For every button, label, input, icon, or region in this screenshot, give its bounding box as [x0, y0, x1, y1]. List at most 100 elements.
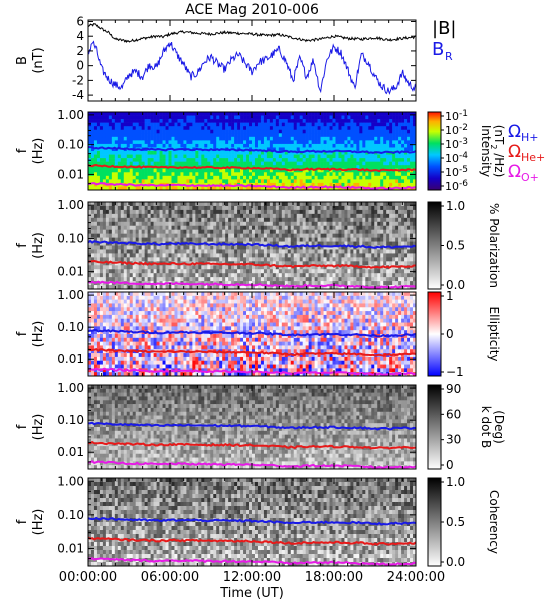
heatmap-cell	[171, 269, 175, 274]
heatmap-cell	[88, 257, 92, 262]
heatmap-cell	[284, 245, 289, 250]
heatmap-cell	[275, 285, 280, 290]
heatmap-cell	[201, 112, 205, 116]
heatmap-cell	[90, 136, 95, 141]
heatmap-cell	[171, 143, 175, 148]
heatmap-cell	[323, 241, 327, 246]
heatmap-cell	[254, 161, 259, 166]
heatmap-cell	[266, 257, 271, 262]
heatmap-cell	[246, 273, 250, 278]
heatmap-cell	[350, 154, 354, 159]
heatmap-cell	[338, 158, 342, 162]
heatmap-cell	[252, 115, 256, 120]
heatmap-cell	[347, 168, 351, 173]
heatmap-cell	[407, 205, 411, 211]
heatmap-cell	[275, 225, 280, 230]
heatmap-cell	[102, 253, 107, 258]
heatmap-cell	[263, 165, 268, 170]
heatmap-cell	[314, 229, 318, 234]
heatmap-cell	[123, 213, 128, 219]
heatmap-cell	[317, 165, 321, 170]
heatmap-cell	[281, 209, 286, 215]
colorbar-unit-intensity: (nT2 /Hz)	[489, 125, 506, 178]
heatmap-cell	[126, 179, 131, 184]
heatmap-cell	[216, 136, 220, 141]
heatmap-cell	[204, 136, 208, 141]
heatmap-cell	[237, 126, 241, 131]
heatmap-cell	[219, 115, 223, 120]
heatmap-cell	[320, 122, 324, 127]
heatmap-cell	[347, 154, 351, 159]
heatmap-cell	[329, 126, 333, 131]
heatmap-cell	[204, 285, 208, 290]
heatmap-cell	[105, 209, 110, 215]
heatmap-cell	[240, 179, 244, 184]
heatmap-cell	[398, 213, 402, 219]
heatmap-cell	[141, 122, 145, 127]
heatmap-cell	[213, 172, 217, 177]
heatmap-cell	[386, 175, 390, 180]
heatmap-cell	[335, 221, 339, 227]
heatmap-cell	[338, 186, 342, 191]
heatmap-cell	[395, 179, 399, 184]
heatmap-cell	[189, 112, 193, 116]
heatmap-cell	[111, 115, 116, 120]
heatmap-cell	[93, 140, 98, 145]
heatmap-cell	[386, 233, 390, 238]
heatmap-cell	[114, 269, 119, 274]
heatmap-cell	[317, 143, 321, 148]
heatmap-cell	[308, 168, 312, 173]
heatmap-cell	[263, 229, 268, 234]
heatmap-cell	[407, 229, 411, 234]
heatmap-cell	[263, 225, 268, 230]
heatmap-cell	[189, 126, 193, 131]
heatmap-cell	[222, 175, 226, 180]
heatmap-cell	[272, 225, 277, 230]
heatmap-cell	[186, 285, 190, 290]
heatmap-cell	[386, 147, 390, 152]
heatmap-cell	[254, 273, 259, 278]
heatmap-cell	[299, 112, 303, 116]
heatmap-cell	[326, 253, 330, 258]
heatmap-cell	[192, 133, 196, 138]
heatmap-cell	[147, 265, 151, 270]
heatmap-cell	[225, 133, 229, 138]
heatmap-cell	[204, 161, 208, 166]
heatmap-cell	[135, 154, 139, 159]
heatmap-cell	[374, 205, 378, 211]
heatmap-cell	[362, 205, 366, 211]
heatmap-cell	[201, 245, 205, 250]
chart-title: ACE Mag 2010-006	[185, 2, 319, 18]
heatmap-cell	[186, 217, 190, 223]
heatmap-cell	[344, 179, 348, 184]
heatmap-cell	[389, 158, 393, 162]
heatmap-cell	[317, 273, 321, 278]
heatmap-cell	[219, 249, 223, 254]
heatmap-cell	[102, 168, 107, 173]
heatmap-cell	[347, 277, 351, 282]
panel-intensity: 1.000.100.0110-110-210-310-410-510-6Inte…	[57, 108, 545, 193]
heatmap-cell	[252, 225, 256, 230]
heatmap-cell	[153, 281, 157, 286]
heatmap-cell	[195, 277, 199, 282]
heatmap-cell	[287, 225, 292, 230]
heatmap-cell	[359, 257, 363, 262]
heatmap-cell	[126, 209, 131, 215]
heatmap-cell	[263, 237, 268, 242]
heatmap-cell	[368, 209, 372, 215]
heatmap-cell	[272, 154, 277, 159]
heatmap-cell	[99, 182, 104, 187]
heatmap-cell	[257, 143, 262, 148]
heatmap-cell	[353, 165, 357, 170]
heatmap-cell	[290, 221, 295, 227]
heatmap-cell	[150, 112, 154, 116]
heatmap-cell	[392, 126, 396, 131]
heatmap-cell	[350, 168, 354, 173]
heatmap-cell	[383, 213, 387, 219]
heatmap-cell	[347, 122, 351, 127]
heatmap-cell	[222, 133, 226, 138]
heatmap-cell	[350, 233, 354, 238]
heatmap-cell	[231, 179, 235, 184]
heatmap-cell	[192, 126, 196, 131]
heatmap-cell	[320, 269, 324, 274]
